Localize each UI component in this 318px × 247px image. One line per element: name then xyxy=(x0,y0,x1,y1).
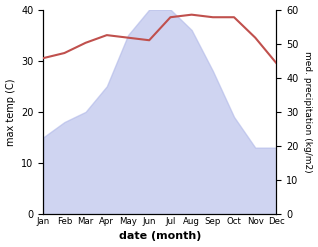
Y-axis label: max temp (C): max temp (C) xyxy=(5,78,16,145)
Y-axis label: med. precipitation (kg/m2): med. precipitation (kg/m2) xyxy=(303,51,313,173)
X-axis label: date (month): date (month) xyxy=(119,231,201,242)
